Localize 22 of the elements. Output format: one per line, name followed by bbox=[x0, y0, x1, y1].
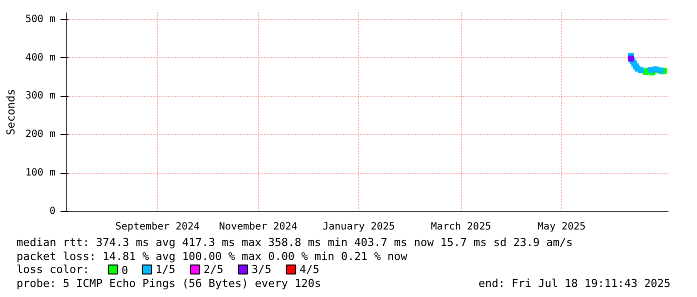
text: probe: 5 ICMP Echo Pings (56 Bytes) every 120s bbox=[16, 277, 322, 290]
y-axis-title: Seconds bbox=[4, 88, 18, 136]
x-tick-label: November 2024 bbox=[219, 222, 298, 232]
y-tick-label: 500 m bbox=[25, 14, 56, 25]
legend-label: 1/5 bbox=[156, 263, 176, 276]
x-tick-label: January 2025 bbox=[322, 222, 395, 232]
x-tick-label: May 2025 bbox=[538, 222, 586, 232]
y-tick-label: 400 m bbox=[25, 52, 56, 64]
legend-label: 3/5 bbox=[252, 263, 272, 276]
y-tick-label: 300 m bbox=[25, 90, 56, 102]
y-tick-label: 0 bbox=[49, 206, 56, 217]
text: packet loss: 14.81 % avg 100.00 % max 0.00 % min 0.21 % now bbox=[16, 250, 408, 263]
y-tick-label: 200 m bbox=[25, 129, 56, 140]
text: median rtt: 374.3 ms avg 417.3 ms max 358.8 ms min 403.7 ms now 15.7 ms sd 23.9 am/s bbox=[16, 236, 573, 249]
legend-title: loss color: bbox=[16, 263, 90, 276]
y-tick-label: 100 m bbox=[25, 168, 56, 179]
x-tick-label: September 2024 bbox=[115, 222, 200, 232]
text: end: Fri Jul 18 19:11:43 2025 bbox=[478, 277, 671, 290]
legend-label: 4/5 bbox=[300, 263, 320, 276]
legend-label: 2/5 bbox=[204, 263, 224, 276]
x-tick-label: March 2025 bbox=[430, 222, 492, 232]
legend-label: 0 bbox=[122, 264, 128, 277]
